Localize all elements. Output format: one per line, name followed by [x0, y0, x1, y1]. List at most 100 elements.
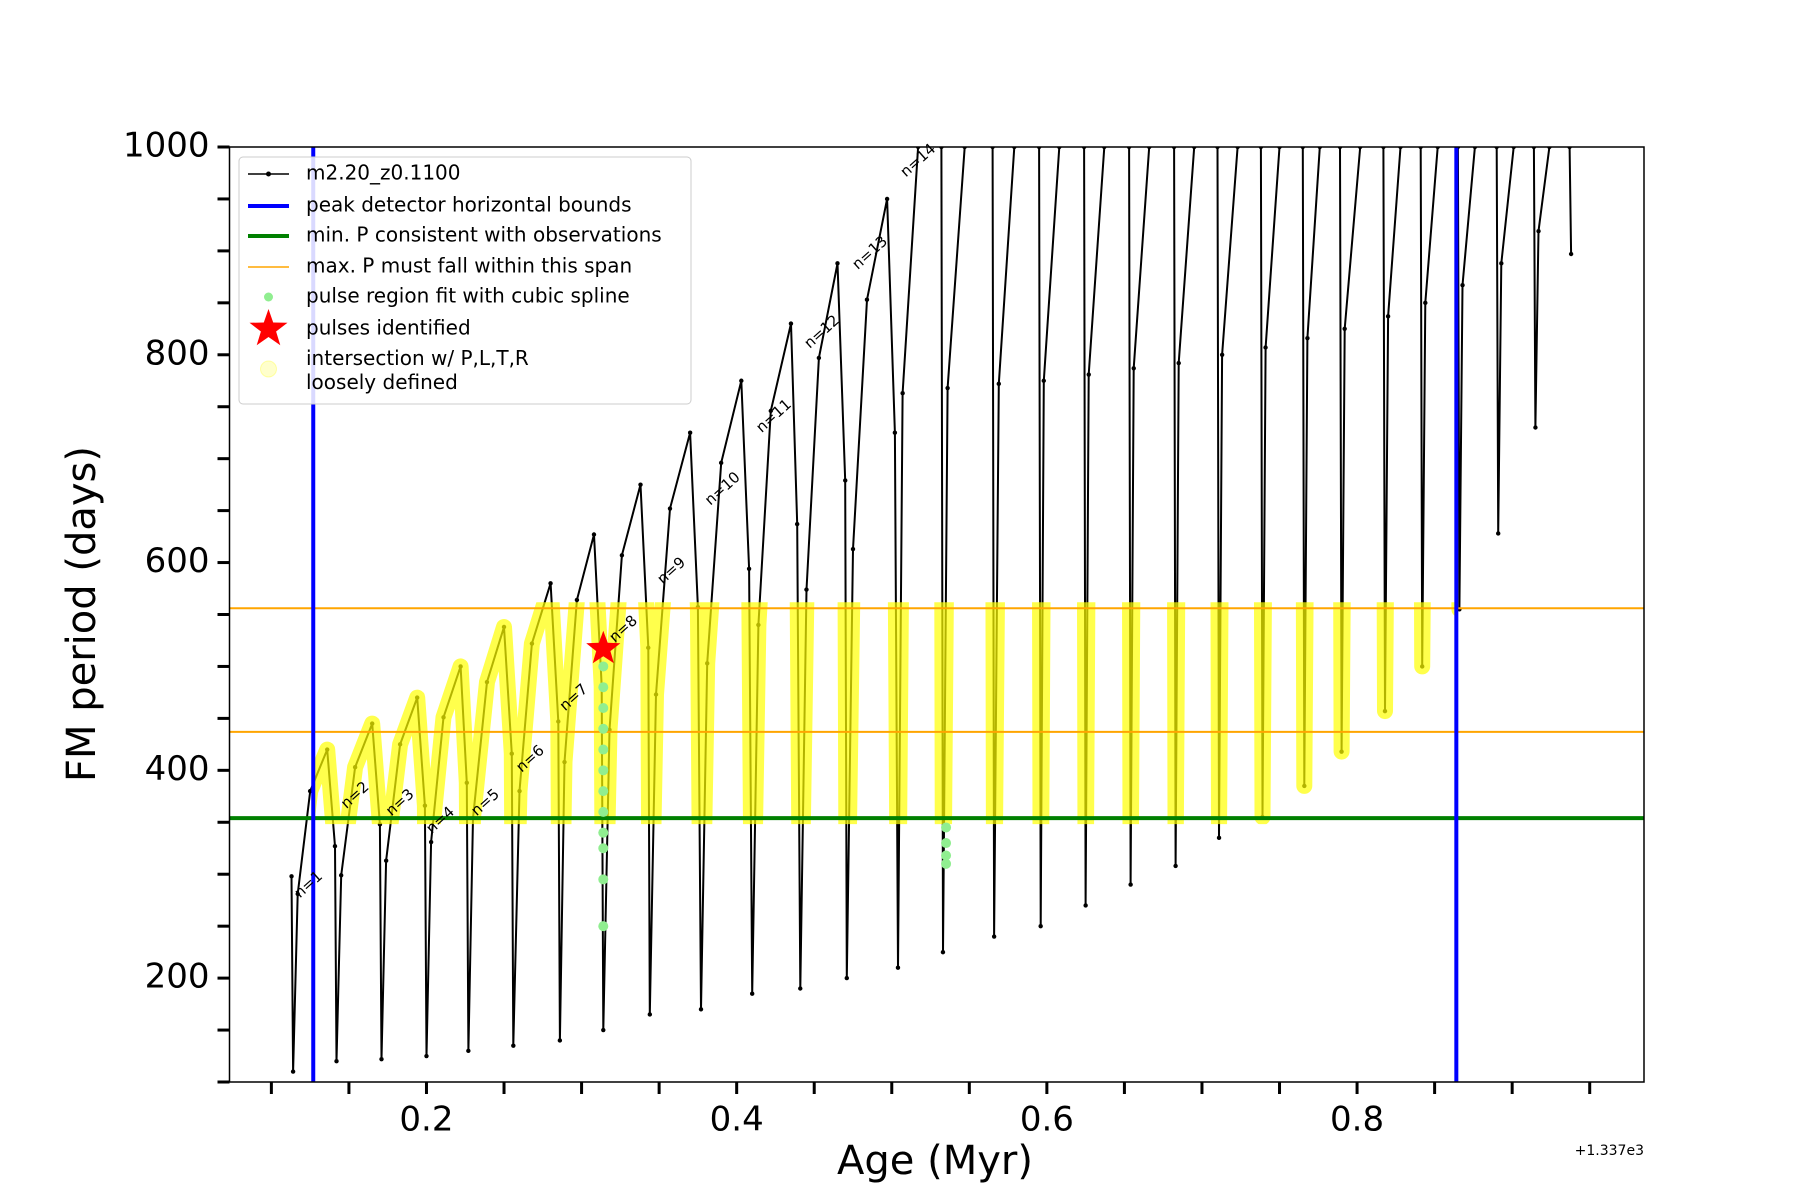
- series-marker: [900, 391, 905, 396]
- series-marker: [835, 261, 840, 266]
- legend-label: m2.20_z0.1100: [306, 161, 461, 185]
- pulse-region-point: [598, 765, 609, 776]
- series-marker: [548, 581, 553, 586]
- series-marker: [1385, 314, 1391, 319]
- series-marker: [1533, 425, 1538, 430]
- series-marker: [1131, 366, 1136, 371]
- series-marker: [746, 566, 752, 571]
- pulse-region-point: [941, 838, 952, 849]
- y-tick-label: 600: [145, 541, 210, 581]
- series-marker: [945, 385, 950, 391]
- legend-label-line: loosely defined: [306, 370, 458, 394]
- legend-handle: [260, 360, 277, 378]
- series-marker: [991, 934, 997, 939]
- series-marker: [816, 355, 822, 361]
- series-marker: [843, 478, 848, 483]
- legend-box: [238, 156, 692, 405]
- series-marker: [307, 788, 313, 794]
- legend-label: pulse region fit with cubic spline: [306, 284, 630, 308]
- series-marker: [749, 991, 755, 996]
- cycle-annotation: n=9: [653, 553, 689, 588]
- series-marker: [1460, 282, 1465, 288]
- plot-frame: [228, 146, 1645, 1083]
- series-marker: [996, 381, 1001, 387]
- series-marker: [1263, 345, 1268, 350]
- pulse-region-point: [941, 850, 952, 861]
- plot-area: [229, 147, 1644, 1082]
- pulse-star: [586, 630, 621, 664]
- pulse-region-point: [941, 858, 952, 869]
- series-marker: [850, 546, 856, 552]
- pulse-region-point: [598, 806, 609, 817]
- pulse-region-point: [598, 786, 609, 797]
- pulse-region-point: [598, 843, 609, 854]
- intersection-band: [313, 602, 1457, 825]
- series-marker: [1173, 863, 1178, 869]
- series-marker: [1086, 372, 1091, 377]
- series-marker: [864, 297, 870, 302]
- series-marker: [295, 891, 300, 897]
- series-marker: [698, 1007, 704, 1012]
- pulse-region-point: [598, 682, 609, 693]
- series-marker: [619, 553, 625, 558]
- series-marker: [718, 460, 724, 466]
- series-marker: [424, 1053, 429, 1059]
- pulse-region-point: [598, 744, 609, 755]
- x-tick-label: 0.8: [1330, 1100, 1384, 1140]
- series-marker: [788, 321, 794, 326]
- x-tick-label: 0.4: [710, 1100, 764, 1140]
- series-marker: [557, 1038, 563, 1043]
- series-marker: [844, 975, 849, 981]
- series-marker: [895, 965, 901, 970]
- pulse-region-point: [598, 874, 609, 885]
- y-tick-label: 800: [145, 333, 210, 373]
- series-marker: [1305, 335, 1310, 341]
- pulse-region-point: [941, 822, 952, 833]
- series-marker: [884, 196, 890, 202]
- series-marker: [1041, 378, 1046, 383]
- series-marker: [768, 408, 773, 414]
- legend-label: intersection w/ P,L,T,R loosely defined: [306, 346, 529, 394]
- series-marker: [798, 986, 803, 991]
- series-marker: [383, 858, 389, 863]
- series-marker: [511, 1043, 516, 1048]
- pulse-region-point: [598, 723, 609, 734]
- x-tick-label: 0.6: [1020, 1100, 1074, 1140]
- legend-label: peak detector horizontal bounds: [306, 193, 632, 217]
- series-marker: [667, 506, 673, 511]
- series-marker: [334, 1059, 339, 1064]
- pulse-region-point: [598, 661, 609, 672]
- cycle-annotation: n=1: [290, 867, 326, 902]
- series-marker: [1038, 923, 1043, 929]
- series-marker: [804, 587, 809, 592]
- pulse-region-point: [598, 827, 609, 838]
- series-marker: [1216, 835, 1222, 841]
- offset-text: +1.337e3: [1575, 1143, 1644, 1159]
- legend-handle: [266, 171, 271, 177]
- legend-handle: [264, 292, 273, 302]
- legend-label-line: intersection w/ P,L,T,R: [306, 346, 529, 370]
- series-marker: [1128, 882, 1133, 887]
- series-marker: [428, 839, 434, 845]
- series-marker: [332, 843, 338, 849]
- pulse-region-point: [598, 703, 609, 713]
- series-marker: [290, 1069, 296, 1074]
- series-marker: [574, 597, 580, 603]
- series-marker: [1536, 228, 1541, 234]
- x-axis-label: Age (Myr): [837, 1138, 1033, 1184]
- series-marker: [1083, 903, 1088, 908]
- legend-handle: [249, 309, 288, 346]
- y-tick-label: 1000: [123, 126, 210, 166]
- y-tick-label: 200: [145, 957, 210, 997]
- series-marker: [591, 532, 597, 537]
- series-marker: [601, 1027, 606, 1033]
- series-marker: [338, 873, 344, 878]
- series-marker: [1568, 251, 1574, 257]
- series-marker: [1499, 261, 1504, 266]
- cycle-annotation: n=14: [896, 140, 939, 181]
- pulse-region-point: [598, 921, 609, 932]
- series-marker: [466, 1048, 471, 1054]
